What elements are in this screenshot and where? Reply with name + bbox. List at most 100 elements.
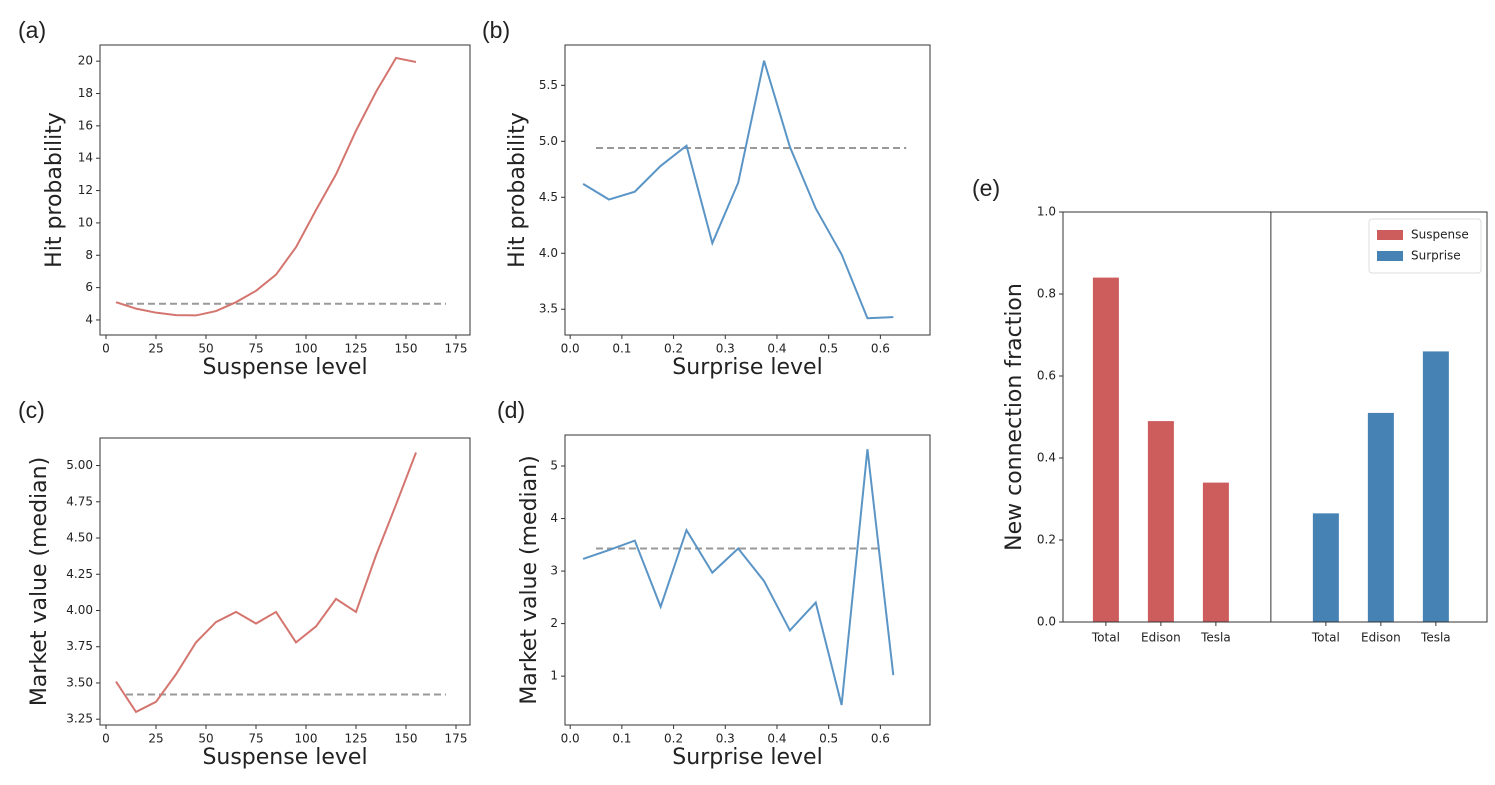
- panel-label: (a): [18, 17, 46, 43]
- y-tick-label: 0.2: [1037, 533, 1056, 547]
- y-tick-label: 0.8: [1037, 287, 1056, 301]
- y-tick-label: 18: [78, 86, 93, 100]
- x-tick-label: Total: [1311, 631, 1340, 645]
- x-tick-label: 0: [102, 732, 110, 746]
- y-tick-label: 5.00: [66, 458, 93, 472]
- panel-label: (e): [972, 175, 1000, 201]
- panel-label: (c): [18, 397, 45, 423]
- panel-label: (d): [497, 397, 525, 423]
- x-axis-label: Suspense level: [202, 745, 367, 770]
- x-tick-label: 150: [395, 732, 418, 746]
- x-tick-label: 175: [445, 732, 468, 746]
- data-line: [115, 56, 417, 317]
- x-tick-label: Total: [1091, 631, 1120, 645]
- x-tick-label: 0.5: [819, 732, 838, 746]
- x-tick-label: 75: [248, 732, 263, 746]
- y-tick-label: 3.5: [539, 302, 558, 316]
- bar: [1092, 277, 1119, 622]
- y-tick-label: 16: [78, 118, 93, 132]
- y-axis-label: Hit probability: [505, 112, 530, 268]
- x-tick-label: 0.6: [871, 342, 890, 356]
- data-line: [582, 449, 895, 706]
- y-tick-label: 0.6: [1037, 369, 1056, 383]
- y-tick-label: 14: [78, 151, 93, 165]
- x-tick-label: 0.6: [871, 732, 890, 746]
- bar: [1367, 412, 1394, 622]
- x-axis-label: Suspense level: [202, 355, 367, 380]
- bar: [1147, 421, 1174, 622]
- x-tick-label: 125: [345, 342, 368, 356]
- y-tick-label: 3.75: [66, 639, 93, 653]
- y-axis-label: Hit probability: [42, 112, 67, 268]
- x-tick-label: Edison: [1141, 631, 1181, 645]
- y-tick-label: 1: [550, 669, 558, 683]
- y-tick-label: 4.75: [66, 494, 93, 508]
- y-tick-label: 4.00: [66, 603, 93, 617]
- legend-swatch: [1377, 251, 1403, 261]
- x-tick-label: 100: [295, 732, 318, 746]
- x-tick-label: 0.0: [561, 342, 580, 356]
- y-tick-label: 8: [85, 248, 93, 262]
- x-tick-label: 50: [198, 342, 213, 356]
- y-tick-label: 3.25: [66, 712, 93, 726]
- y-tick-label: 4: [550, 511, 558, 525]
- x-tick-label: 100: [295, 342, 318, 356]
- x-tick-label: 0.4: [767, 342, 786, 356]
- x-tick-label: Tesla: [1200, 631, 1231, 645]
- legend-swatch: [1377, 230, 1403, 240]
- x-tick-label: 0.2: [664, 342, 683, 356]
- x-axis-label: Surprise level: [672, 745, 822, 770]
- y-tick-label: 5: [550, 458, 558, 472]
- y-tick-label: 3: [550, 564, 558, 578]
- x-tick-label: 175: [445, 342, 468, 356]
- bar: [1202, 482, 1229, 622]
- y-tick-label: 3.50: [66, 675, 93, 689]
- plot-frame: [99, 437, 471, 726]
- y-tick-label: 2: [550, 616, 558, 630]
- x-tick-label: 0.3: [716, 342, 735, 356]
- x-tick-label: 0.1: [612, 342, 631, 356]
- data-line: [115, 452, 417, 714]
- y-tick-label: 4: [85, 312, 93, 326]
- x-tick-label: 0.2: [664, 732, 683, 746]
- x-tick-label: 0.4: [767, 732, 786, 746]
- y-tick-label: 5.5: [539, 78, 558, 92]
- bar: [1312, 513, 1339, 622]
- x-tick-label: 125: [345, 732, 368, 746]
- plot-frame: [99, 44, 471, 336]
- y-axis-label: Market value (median): [27, 457, 52, 706]
- y-tick-label: 4.5: [539, 190, 558, 204]
- x-tick-label: 0.3: [716, 732, 735, 746]
- y-tick-label: 10: [78, 215, 93, 229]
- x-tick-label: 25: [148, 732, 163, 746]
- y-tick-label: 0.0: [1037, 615, 1056, 629]
- x-tick-label: 0: [102, 342, 110, 356]
- y-tick-label: 4.25: [66, 567, 93, 581]
- y-axis-label: New connection fraction: [1002, 283, 1027, 551]
- plot-frame: [564, 434, 931, 726]
- legend-label: Suspense: [1411, 228, 1469, 242]
- x-tick-label: 50: [198, 732, 213, 746]
- legend-label: Surprise: [1411, 249, 1461, 263]
- x-tick-label: 0.0: [561, 732, 580, 746]
- y-tick-label: 12: [78, 183, 93, 197]
- x-axis-label: Surprise level: [672, 355, 822, 380]
- plot-frame: [564, 44, 931, 336]
- x-tick-label: 25: [148, 342, 163, 356]
- y-tick-label: 20: [78, 54, 93, 68]
- x-tick-label: Tesla: [1420, 631, 1451, 645]
- y-tick-label: 4.50: [66, 531, 93, 545]
- y-tick-label: 1.0: [1037, 205, 1056, 219]
- y-tick-label: 6: [85, 280, 93, 294]
- x-tick-label: 75: [248, 342, 263, 356]
- plot-frame: [1062, 211, 1488, 623]
- y-axis-label: Market value (median): [517, 455, 542, 704]
- x-tick-label: 150: [395, 342, 418, 356]
- panel-label: (b): [482, 17, 510, 43]
- data-line: [582, 60, 894, 320]
- y-tick-label: 4.0: [539, 246, 558, 260]
- y-tick-label: 0.4: [1037, 451, 1056, 465]
- x-tick-label: 0.1: [612, 732, 631, 746]
- bar: [1422, 351, 1449, 622]
